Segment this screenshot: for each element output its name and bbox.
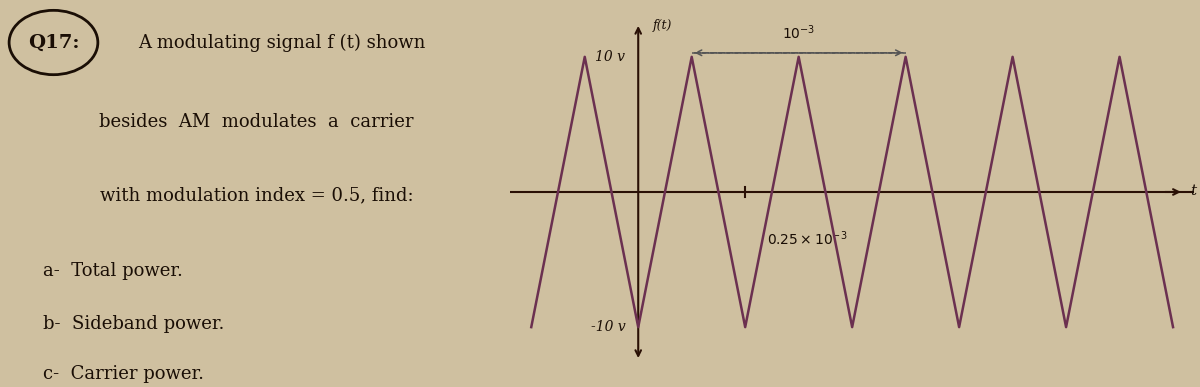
Text: besides  AM  modulates  a  carrier: besides AM modulates a carrier xyxy=(100,113,414,131)
Text: $10^{-3}$: $10^{-3}$ xyxy=(782,23,815,42)
Text: c-  Carrier power.: c- Carrier power. xyxy=(43,365,204,383)
Text: t: t xyxy=(1190,184,1196,198)
Text: a-  Total power.: a- Total power. xyxy=(43,262,184,281)
Text: -10 v: -10 v xyxy=(590,320,625,334)
Text: with modulation index = 0.5, find:: with modulation index = 0.5, find: xyxy=(100,187,413,205)
Text: b-  Sideband power.: b- Sideband power. xyxy=(43,315,224,334)
Text: f(t): f(t) xyxy=(653,19,672,32)
Text: Q17:: Q17: xyxy=(28,34,79,51)
Text: 10 v: 10 v xyxy=(595,50,625,64)
Text: $0.25\times10^{-3}$: $0.25\times10^{-3}$ xyxy=(767,230,847,248)
Text: A modulating signal f (t) shown: A modulating signal f (t) shown xyxy=(138,33,425,51)
